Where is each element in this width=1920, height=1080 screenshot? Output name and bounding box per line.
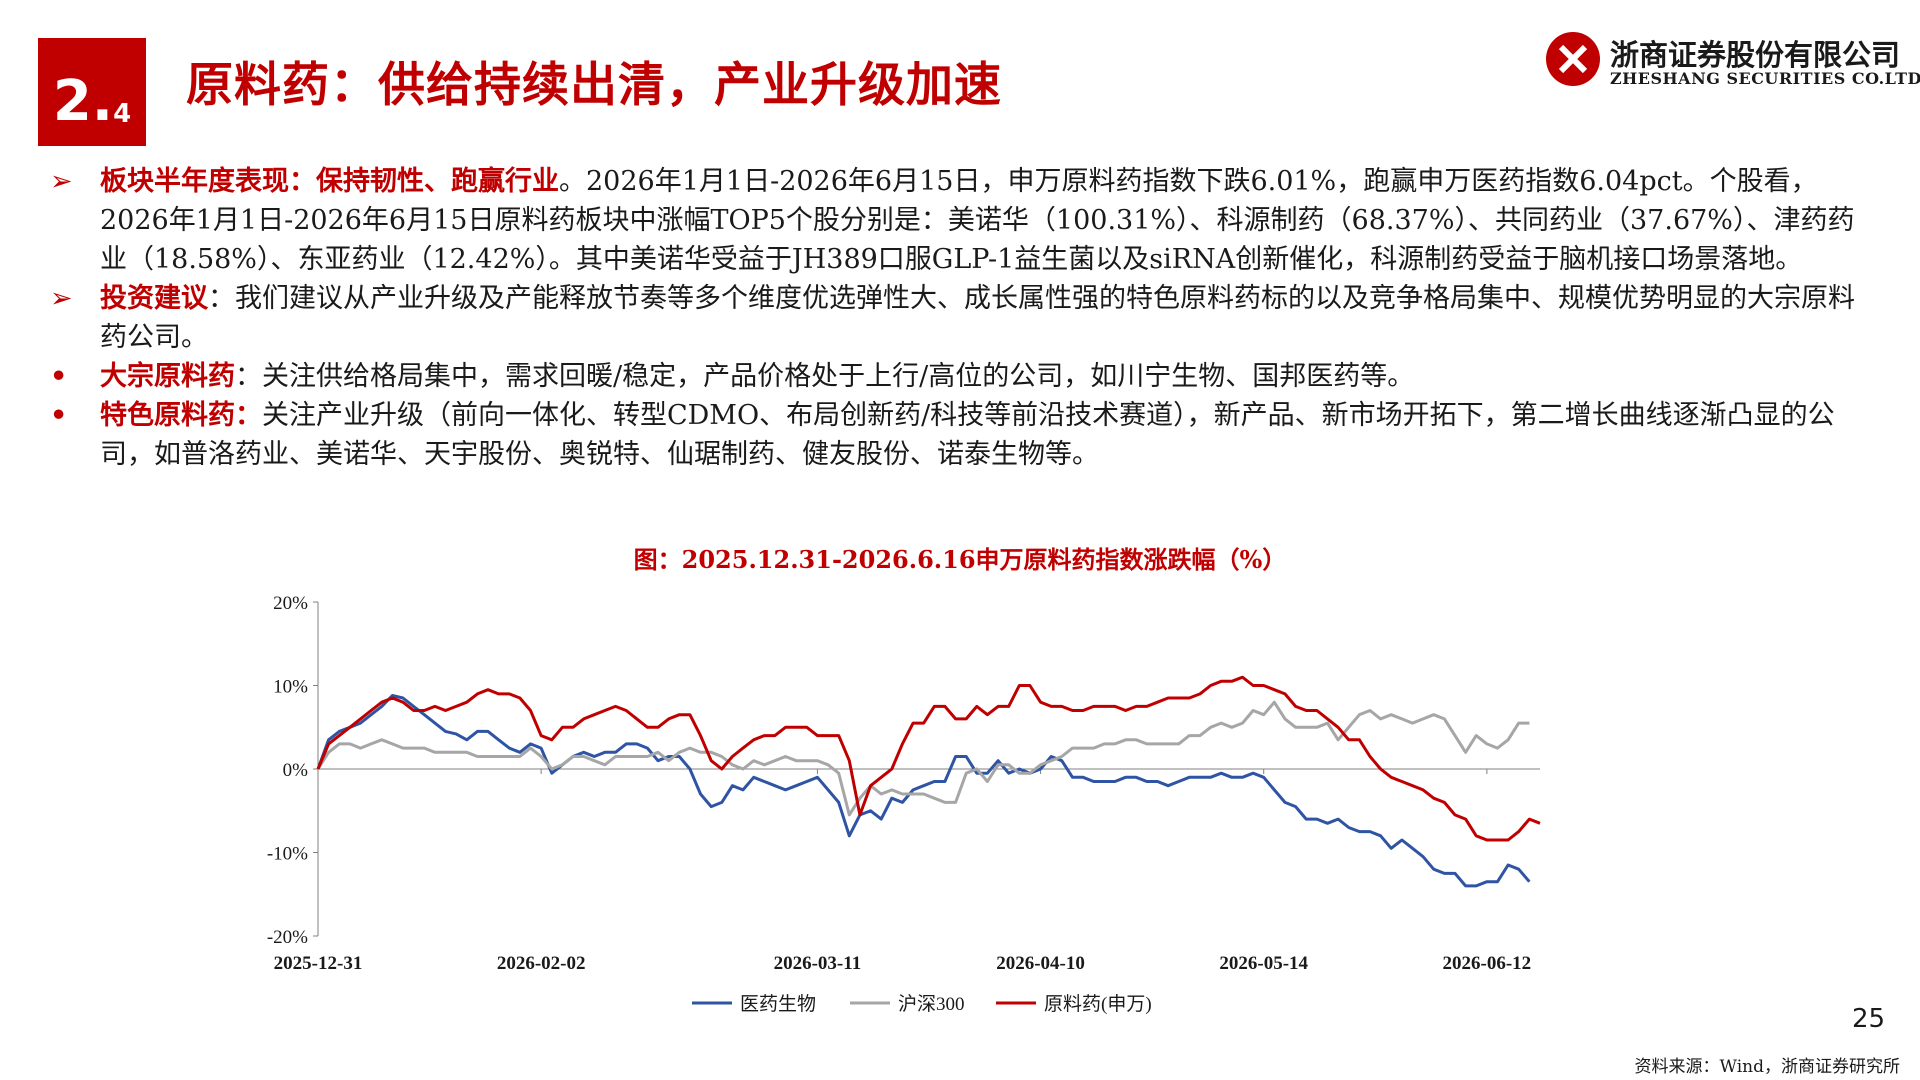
paragraph-body: 关注产业升级（前向一体化、转型CDMO、布局创新药/科技等前沿技术赛道），新产品… (100, 400, 1835, 470)
y-tick-label: 20% (273, 593, 308, 614)
paragraph-performance: ➢ 板块半年度表现：保持韧性、跑赢行业。2026年1月1日-2026年6月15日，… (50, 162, 1880, 279)
x-tick-label: 2026-02-02 (497, 953, 586, 974)
y-tick-label: 0% (283, 760, 309, 781)
chart-title: 图：2025.12.31-2026.6.16申万原料药指数涨跌幅（%） (633, 545, 1287, 574)
page-number: 25 (1852, 1004, 1886, 1034)
x-tick-label: 2026-03-11 (774, 953, 862, 974)
page-title: 原料药：供给持续出清，产业升级加速 (186, 58, 1002, 113)
paragraph-lead: 特色原料药： (100, 400, 262, 431)
y-tick-label: -20% (267, 927, 308, 948)
company-logo-icon (1546, 32, 1600, 86)
x-tick-label: 2026-06-12 (1443, 953, 1532, 974)
series-line-1 (316, 700, 1530, 817)
company-name-cn: 浙商证券股份有限公司 (1610, 38, 1901, 72)
x-tick-label: 2025-12-31 (274, 953, 363, 974)
paragraph-lead: 大宗原料药 (100, 361, 235, 392)
chart-axes: 20% 10% 0% -10% -20% 2025-12-31 2026-02-02 2026… (267, 593, 1540, 974)
company-name-en: ZHESHANG SECURITIES CO.LTD (1610, 69, 1920, 88)
series-line-0 (316, 694, 1531, 888)
paragraph-lead: 板块半年度表现：保持韧性、跑赢行业 (100, 166, 559, 197)
x-tick-label: 2026-04-10 (996, 953, 1085, 974)
line-chart: 20% 10% 0% -10% -20% 2025-12-31 2026-02-02 2026… (267, 593, 1541, 1015)
company-logo: 浙商证券股份有限公司 ZHESHANG SECURITIES CO.LTD (1544, 30, 1920, 90)
arrow-bullet-icon: ➢ (50, 166, 73, 197)
chart-legend: 医药生物 沪深300 原料药(申万) (692, 993, 1152, 1015)
section-number-major: 2. (52, 69, 114, 134)
paragraph-investment-advice: ➢ 投资建议：我们建议从产业升级及产能释放节奏等多个维度优选弹性大、成长属性强的特… (50, 279, 1880, 357)
paragraph-lead: 投资建议 (100, 283, 208, 314)
arrow-bullet-icon: ➢ (50, 283, 73, 314)
section-number-badge: 2. 4 (38, 38, 146, 146)
y-tick-label: -10% (267, 844, 308, 865)
paragraph-body: 。2026年1月1日-2026年6月15日，申万原料药指数下跌6.01%，跑赢申… (100, 166, 1855, 275)
body-text: ➢ 板块半年度表现：保持韧性、跑赢行业。2026年1月1日-2026年6月15日，… (50, 162, 1880, 474)
legend-label-0: 医药生物 (740, 993, 816, 1015)
source-note: 资料来源：Wind，浙商证券研究所 (1634, 1057, 1900, 1077)
y-tick-label: 10% (273, 677, 308, 698)
paragraph-specialty-api: • 特色原料药：关注产业升级（前向一体化、转型CDMO、布局创新药/科技等前沿技术… (50, 396, 1880, 474)
legend-label-1: 沪深300 (898, 993, 965, 1015)
paragraph-bulk-api: • 大宗原料药：关注供给格局集中，需求回暖/稳定，产品价格处于上行/高位的公司，如… (50, 357, 1880, 396)
chart-lines (316, 675, 1541, 888)
dot-bullet-icon: • (50, 361, 68, 392)
paragraph-body: ：关注供给格局集中，需求回暖/稳定，产品价格处于上行/高位的公司，如川宁生物、国… (235, 361, 1415, 392)
section-number-minor: 4 (113, 99, 132, 129)
dot-bullet-icon: • (50, 400, 68, 431)
series-line-2 (316, 675, 1541, 842)
x-tick-label: 2026-05-14 (1219, 953, 1308, 974)
legend-label-2: 原料药(申万) (1044, 993, 1152, 1015)
paragraph-body: ：我们建议从产业升级及产能释放节奏等多个维度优选弹性大、成长属性强的特色原料药标… (100, 283, 1855, 353)
